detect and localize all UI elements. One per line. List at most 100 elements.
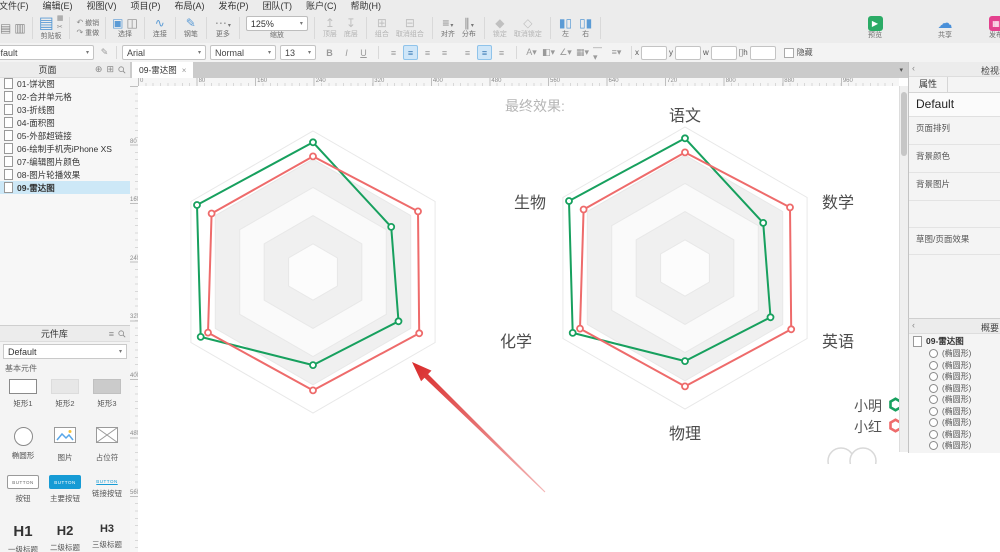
group-button[interactable]: ⊞ 组合 — [373, 17, 391, 39]
data-point[interactable] — [193, 201, 201, 209]
widget-rect1[interactable]: 矩形1 — [2, 375, 44, 423]
legend-row[interactable]: 小红 — [793, 416, 899, 437]
back-button[interactable]: ↧ 底层 — [342, 17, 360, 39]
data-point[interactable] — [787, 325, 796, 334]
outline-page-row[interactable]: 09-雷达图 — [909, 334, 1000, 348]
line-width-button[interactable]: —▾ — [593, 42, 602, 62]
search-icon[interactable] — [118, 329, 126, 338]
tab-properties[interactable]: 属性 — [909, 77, 949, 92]
line-type-button[interactable]: ≡▾ — [611, 47, 622, 57]
style-select[interactable]: Default ▾ — [0, 45, 94, 60]
scrollbar-thumb[interactable] — [901, 92, 907, 156]
valign-middle-button[interactable]: ≡ — [477, 45, 492, 60]
page-item[interactable]: 06-绘制手机壳iPhone XS — [0, 142, 130, 155]
data-point[interactable] — [207, 209, 216, 218]
widget-h2[interactable]: H2 二级标题 — [44, 519, 86, 552]
data-point[interactable] — [414, 207, 422, 216]
search-icon[interactable] — [118, 65, 126, 74]
data-point[interactable] — [394, 317, 403, 326]
menu-item[interactable]: 项目(P) — [130, 1, 161, 11]
select-a-icon[interactable]: ▣ — [112, 16, 124, 30]
select-b-icon[interactable]: ◫ — [126, 16, 138, 30]
menu-item[interactable]: 帮助(H) — [350, 1, 382, 11]
share-button[interactable]: ☁ 共享 — [925, 13, 965, 43]
collapse-icon[interactable]: ‹ — [912, 63, 915, 73]
data-point[interactable] — [579, 205, 588, 214]
page-style-name[interactable]: Default — [909, 93, 1000, 117]
fill-color-button[interactable]: ◧▾ — [541, 47, 556, 57]
data-point[interactable] — [387, 222, 396, 231]
widget-ellipse[interactable]: 椭圆形 — [2, 423, 44, 471]
widget-image[interactable]: 图片 — [44, 423, 86, 471]
outline-item[interactable]: (椭圆形) — [909, 417, 1000, 429]
h-input[interactable] — [749, 45, 776, 60]
page-item[interactable]: 08-图片轮播效果 — [0, 168, 130, 181]
data-point[interactable] — [415, 329, 424, 338]
page-item[interactable]: 07-编辑图片颜色 — [0, 155, 130, 168]
font-weight-select[interactable]: Normal ▾ — [210, 45, 276, 60]
data-point[interactable] — [309, 138, 317, 147]
axis-label[interactable]: 生物 — [514, 194, 546, 212]
paste-icon[interactable]: ▤ — [38, 15, 54, 32]
inspector-section[interactable]: 背景图片 — [909, 173, 1000, 201]
font-select[interactable]: Arial ▾ — [122, 45, 206, 60]
inspector-section[interactable]: 页面排列 — [909, 117, 1000, 145]
canvas-vertical-scrollbar[interactable] — [899, 86, 909, 452]
distribute-button[interactable]: ∥▾ 分布 — [460, 17, 478, 39]
font-size-select[interactable]: 13 ▾ — [280, 45, 316, 60]
line-angle-button[interactable]: ∠▾ — [559, 47, 572, 57]
data-point[interactable] — [568, 328, 577, 337]
valign-top-button[interactable]: ≡ — [464, 47, 471, 58]
outline-item[interactable]: (椭圆形) — [909, 360, 1000, 372]
canvas-tab[interactable]: 09-雷达图 × — [132, 62, 194, 78]
undo-button[interactable]: ↶ 撤销 — [76, 18, 99, 28]
lock-button[interactable]: ◆ 锁定 — [491, 17, 509, 39]
outline-item[interactable]: (椭圆形) — [909, 394, 1000, 406]
design-canvas[interactable]: 语文 数学 英语 物理 化学 生物 最终效果: 小明 小红 — [138, 86, 899, 552]
library-select[interactable]: Default ▾ — [3, 344, 127, 359]
data-point[interactable] — [759, 218, 768, 227]
data-point[interactable] — [786, 203, 794, 212]
data-point[interactable] — [565, 197, 573, 205]
chart-legend[interactable]: 小明 小红 — [793, 395, 899, 437]
outline-item[interactable]: (椭圆形) — [909, 429, 1000, 441]
outline-item[interactable]: (椭圆形) — [909, 371, 1000, 383]
align-button[interactable]: ≡▾ 对齐 — [439, 17, 457, 39]
style-edit-icon[interactable]: ✎ — [100, 47, 109, 57]
italic-button[interactable]: I — [345, 47, 348, 58]
more-button[interactable]: ⋯▾ 更多 — [213, 17, 233, 39]
cut-icon[interactable]: ✂ — [56, 24, 63, 31]
outline-item[interactable]: (椭圆形) — [909, 440, 1000, 452]
page-new-icon[interactable]: ▤ — [0, 20, 12, 35]
widget-button-link[interactable]: BUTTON 链接按钮 — [86, 471, 128, 519]
align-left-button[interactable]: ≡ — [390, 47, 397, 58]
unlock-button[interactable]: ◇ 取消锁定 — [512, 17, 544, 39]
widget-rect3[interactable]: 矩形3 — [86, 375, 128, 423]
outline-item[interactable]: (椭圆形) — [909, 383, 1000, 395]
x-input[interactable] — [641, 45, 667, 60]
page-item[interactable]: 09-雷达图 — [0, 181, 130, 194]
inspector-section[interactable]: 草图/页面效果 — [909, 227, 1000, 255]
data-point[interactable] — [204, 328, 212, 337]
bold-button[interactable]: B — [326, 47, 333, 58]
legend-row[interactable]: 小明 — [793, 395, 899, 416]
add-page-icon[interactable]: ⊕ — [94, 64, 103, 74]
page-item[interactable]: 05-外部超链接 — [0, 129, 130, 142]
valign-bottom-button[interactable]: ≡ — [498, 47, 505, 58]
page-item[interactable]: 04-面积图 — [0, 116, 130, 129]
close-icon[interactable]: × — [181, 65, 187, 75]
menu-item[interactable]: 视图(V) — [86, 1, 117, 11]
redo-button[interactable]: ↷ 重做 — [76, 28, 99, 38]
ungroup-button[interactable]: ⊟ 取消组合 — [394, 17, 426, 39]
copy-icon[interactable]: ▦ — [56, 15, 64, 22]
radar-chart-1[interactable] — [190, 130, 436, 414]
axis-label[interactable]: 语文 — [669, 107, 701, 125]
panel-left-button[interactable]: ▮▯ 左 — [557, 17, 574, 39]
menu-item[interactable]: 发布(P) — [218, 1, 249, 11]
menu-item[interactable]: 团队(T) — [262, 1, 293, 11]
border-style-button[interactable]: ▦▾ — [575, 47, 590, 57]
data-point[interactable] — [309, 152, 317, 161]
align-justify-button[interactable]: ≡ — [441, 47, 448, 58]
